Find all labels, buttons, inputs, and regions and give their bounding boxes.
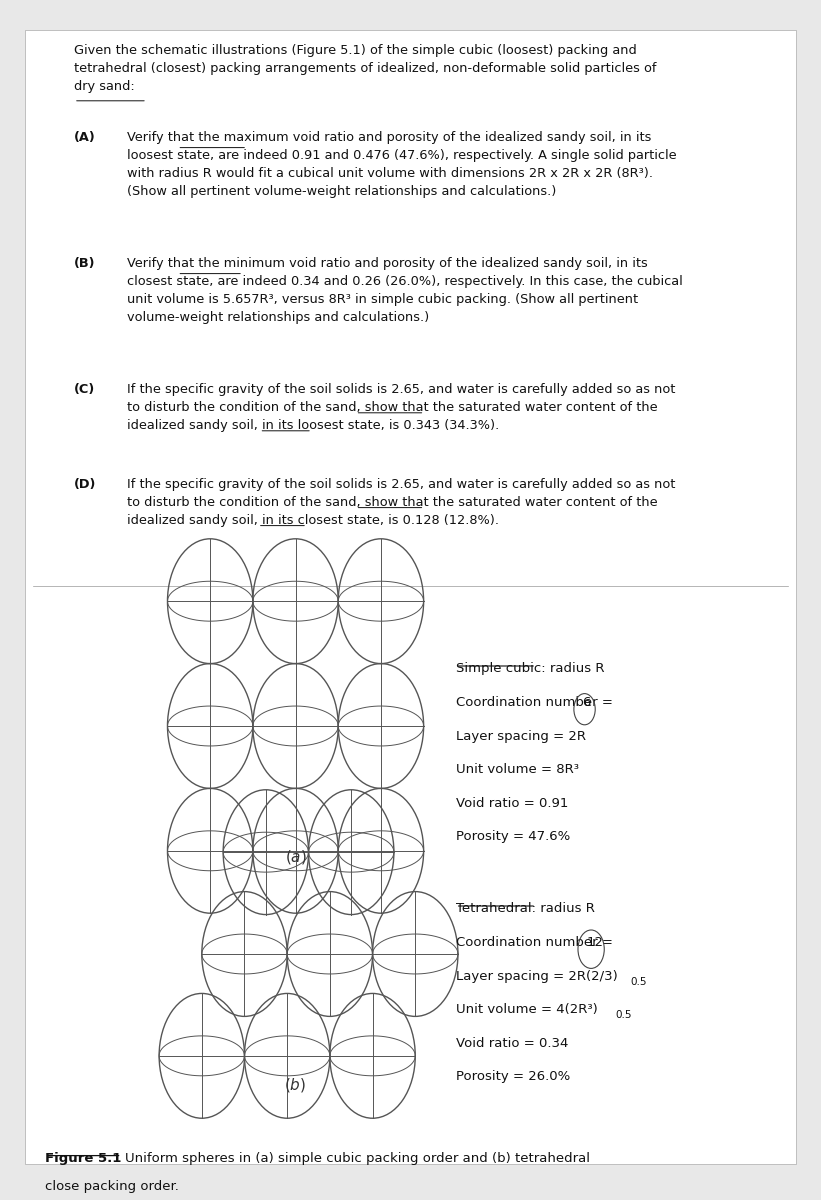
Text: Void ratio = 0.34: Void ratio = 0.34 [456, 1037, 568, 1050]
Text: Layer spacing = 2R(2/3): Layer spacing = 2R(2/3) [456, 970, 617, 983]
Text: Verify that the maximum void ratio and porosity of the idealized sandy soil, in : Verify that the maximum void ratio and p… [127, 131, 677, 198]
Text: $(a)$: $(a)$ [285, 848, 306, 866]
Text: (B): (B) [74, 257, 95, 270]
Text: Uniform spheres in (a) simple cubic packing order and (b) tetrahedral: Uniform spheres in (a) simple cubic pack… [125, 1152, 589, 1165]
Text: If the specific gravity of the soil solids is 2.65, and water is carefully added: If the specific gravity of the soil soli… [127, 383, 676, 432]
Text: (C): (C) [74, 383, 95, 396]
Text: Layer spacing = 2R: Layer spacing = 2R [456, 730, 585, 743]
Text: Porosity = 47.6%: Porosity = 47.6% [456, 830, 570, 844]
Text: Tetrahedral: radius R: Tetrahedral: radius R [456, 902, 594, 916]
Text: Verify that the minimum void ratio and porosity of the idealized sandy soil, in : Verify that the minimum void ratio and p… [127, 257, 683, 324]
Text: 0.5: 0.5 [631, 977, 647, 986]
Text: (D): (D) [74, 478, 96, 491]
Text: Void ratio = 0.91: Void ratio = 0.91 [456, 797, 568, 810]
Text: 0.5: 0.5 [615, 1010, 631, 1020]
Text: (A): (A) [74, 131, 95, 144]
Text: 12: 12 [586, 936, 603, 949]
Text: If the specific gravity of the soil solids is 2.65, and water is carefully added: If the specific gravity of the soil soli… [127, 478, 676, 527]
Text: $(b)$: $(b)$ [284, 1076, 307, 1094]
Text: 6: 6 [582, 696, 590, 709]
Text: Coordination number =: Coordination number = [456, 696, 617, 709]
Text: Coordination number =: Coordination number = [456, 936, 617, 949]
FancyBboxPatch shape [25, 30, 796, 1164]
Text: Simple cubic: radius R: Simple cubic: radius R [456, 662, 604, 676]
Text: Unit volume = 4(2R³): Unit volume = 4(2R³) [456, 1003, 598, 1016]
Text: Unit volume = 8R³: Unit volume = 8R³ [456, 763, 579, 776]
Text: Figure 5.1: Figure 5.1 [45, 1152, 122, 1165]
Text: Porosity = 26.0%: Porosity = 26.0% [456, 1070, 570, 1084]
Text: Given the schematic illustrations (Figure 5.1) of the simple cubic (loosest) pac: Given the schematic illustrations (Figur… [74, 44, 657, 94]
Text: close packing order.: close packing order. [45, 1180, 179, 1193]
